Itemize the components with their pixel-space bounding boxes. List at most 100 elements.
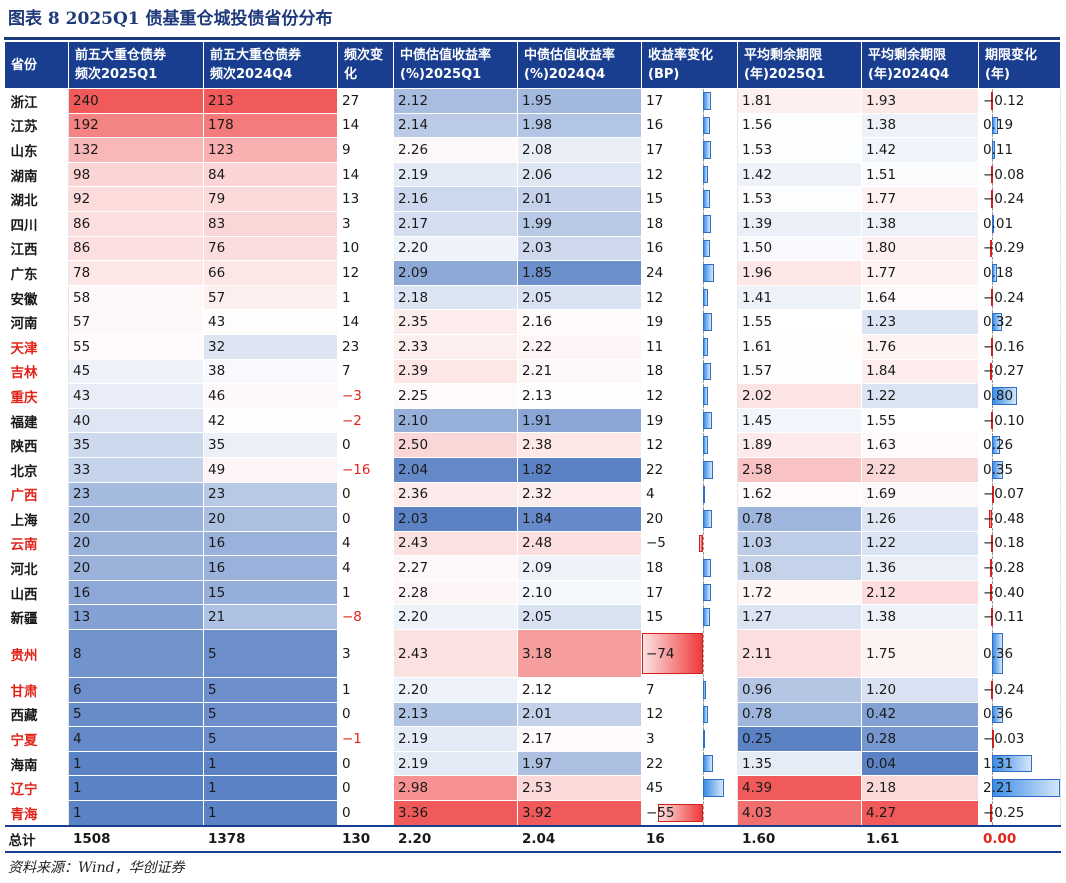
bar-fill [702,288,709,307]
column-header-line: 平均剩余期限 [868,48,947,63]
total-m2: 1.61 [861,824,979,853]
table-row: 海南 1 1 0 2.19 1.97 22 1.35 0.04 1.31 [4,751,1061,777]
freq-f2: 213 [203,88,338,114]
yield-change: 20 [641,506,738,532]
province-name: 青海 [4,800,69,827]
freq-f1: 86 [68,211,204,237]
bar-fill [991,436,1000,454]
total-row: 总计 1508 1378 130 2.20 2.04 16 1.60 1.61 0.00 [4,824,1061,853]
maturity-change: −0.18 [978,531,1061,557]
header-row: 省份 前五大重仓债券 频次2025Q1 前五大重仓债券 频次2024Q4 频次变化中债估值… [4,41,1061,89]
yield-y2: 1.82 [517,457,642,483]
yield-y1: 2.43 [393,629,518,679]
freq-change: 12 [337,260,394,286]
bar-axis [991,556,993,580]
bar-value: −0.16 [983,338,1025,355]
bar-value: 0.11 [983,141,1014,158]
bar-fill [990,559,993,577]
table-row: 河南 57 43 14 2.35 2.16 19 1.55 1.23 0.32 [4,309,1061,335]
bar-value: 0.80 [983,387,1014,404]
province-name: 甘肃 [4,677,69,703]
province-name: 江西 [4,236,69,262]
yield-y1: 3.36 [393,800,518,827]
yield-change: 15 [641,186,738,212]
bar-value: −0.29 [983,240,1025,257]
maturity-change: −0.08 [978,162,1061,188]
bar-fill [702,460,713,479]
column-header-m2: 平均剩余期限 (年)2024Q4 [861,41,979,89]
freq-change: −3 [337,383,394,409]
freq-f1: 5 [68,702,204,728]
maturity-m1: 1.57 [737,359,862,385]
freq-f1: 92 [68,186,204,212]
yield-y2: 2.10 [517,580,642,606]
freq-change: 7 [337,359,394,385]
yield-change: 12 [641,285,738,311]
bar-fill [702,239,711,258]
yield-y2: 2.38 [517,432,642,458]
freq-change: 14 [337,113,394,139]
maturity-m2: 1.63 [861,432,979,458]
column-header-line: (BP) [648,67,680,82]
province-name: 重庆 [4,383,69,409]
table-row: 吉林 45 38 7 2.39 2.21 18 1.57 1.84 −0.27 [4,359,1061,385]
bar-fill [990,190,993,208]
freq-f1: 33 [68,457,204,483]
yield-change: 4 [641,482,738,508]
yield-y1: 2.09 [393,260,518,286]
figure-title: 图表 8 2025Q1 债基重仓城投债省份分布 [8,9,333,29]
yield-y2: 1.91 [517,408,642,434]
bar-fill [990,239,993,258]
province-name: 河南 [4,309,69,335]
table-row: 福建 40 42 −2 2.10 1.91 19 1.45 1.55 −0.10 [4,408,1061,434]
yield-y2: 1.98 [517,113,642,139]
maturity-m2: 1.64 [861,285,979,311]
total-yc: 16 [641,824,738,853]
freq-f1: 57 [68,309,204,335]
column-header-line: 收益率变化 [648,48,714,63]
bar-value: 0.35 [983,461,1014,478]
freq-f2: 57 [203,285,338,311]
maturity-m2: 2.12 [861,580,979,606]
maturity-change: −0.10 [978,408,1061,434]
bar-fill [702,485,705,504]
yield-y1: 2.17 [393,211,518,237]
bar-value: 0.36 [983,706,1014,723]
freq-change: 0 [337,482,394,508]
yield-y1: 2.03 [393,506,518,532]
maturity-m1: 4.03 [737,800,862,827]
yield-y1: 2.25 [393,383,518,409]
bar-value: 19 [646,412,664,429]
freq-f1: 98 [68,162,204,188]
freq-change: 4 [337,555,394,581]
maturity-change: 0.80 [978,383,1061,409]
yield-change: 11 [641,334,738,360]
bar-value: 15 [646,191,664,208]
bar-value: −0.40 [983,584,1025,601]
bar-value: −0.48 [983,510,1025,527]
yield-change: 22 [641,457,738,483]
yield-y2: 3.18 [517,629,642,679]
maturity-m1: 2.02 [737,383,862,409]
bar-fill [991,779,1060,798]
column-header-line: 频次2025Q1 [75,67,158,82]
maturity-m1: 1.41 [737,285,862,311]
table-row: 上海 20 20 0 2.03 1.84 20 0.78 1.26 −0.48 [4,506,1061,532]
bar-axis [991,580,993,604]
province-name: 广东 [4,260,69,286]
maturity-m1: 0.25 [737,726,862,752]
table-row: 重庆 43 46 −3 2.25 2.13 12 2.02 1.22 0.80 [4,383,1061,409]
bar-fill [991,116,998,135]
freq-f1: 55 [68,334,204,360]
bar-fill [642,633,703,675]
column-header-line: 中债估值收益率 [400,48,492,63]
freq-change: 3 [337,211,394,237]
freq-f1: 8 [68,629,204,679]
yield-y2: 2.21 [517,359,642,385]
maturity-m2: 1.76 [861,334,979,360]
bar-value: −0.27 [983,363,1025,380]
bar-value: 4 [646,486,655,503]
total-m1: 1.60 [737,824,862,853]
yield-y1: 2.18 [393,285,518,311]
maturity-m1: 1.45 [737,408,862,434]
